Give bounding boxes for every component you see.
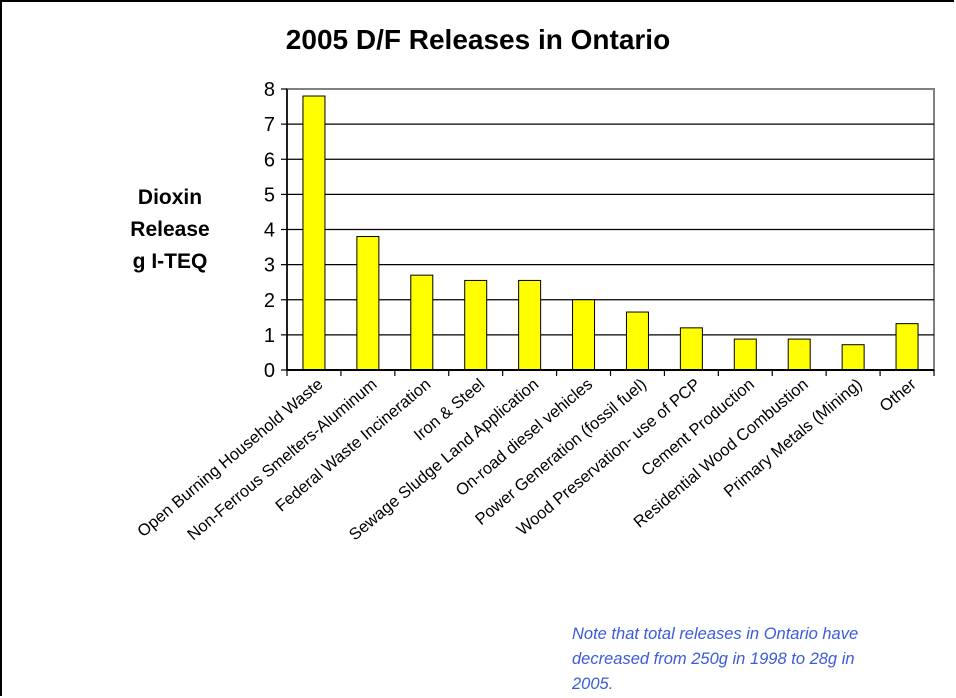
y-tick-label: 5 [264, 184, 275, 206]
bar [464, 279, 488, 371]
y-axis-label-line-3: g I-TEQ [132, 250, 208, 273]
bar [572, 299, 596, 371]
bar [410, 274, 434, 371]
bar [518, 279, 542, 371]
bar [787, 338, 811, 371]
y-tick-label: 0 [264, 360, 275, 382]
y-tick-label: 3 [264, 255, 275, 277]
y-tick-label: 4 [264, 220, 275, 242]
bar [841, 344, 865, 371]
y-axis-label-line-2: Release [130, 218, 210, 241]
bar [302, 95, 326, 371]
category-label: Sewage Sludge Land Application [346, 375, 542, 544]
footnote: Note that total releases in Ontario have… [572, 625, 859, 693]
y-tick-label: 2 [264, 290, 275, 312]
y-tick-label: 1 [264, 325, 275, 347]
chart-title: 2005 D/F Releases in Ontario [285, 24, 671, 55]
bar [356, 236, 380, 371]
y-axis-label-line-1: Dioxin [137, 186, 203, 209]
bar [895, 323, 919, 371]
bar [733, 338, 757, 371]
y-tick-label: 7 [264, 114, 275, 136]
y-tick-label: 8 [264, 79, 275, 101]
category-label: Other [876, 375, 920, 416]
y-tick-label: 6 [264, 149, 275, 171]
bar [625, 311, 649, 371]
bar [679, 327, 703, 371]
